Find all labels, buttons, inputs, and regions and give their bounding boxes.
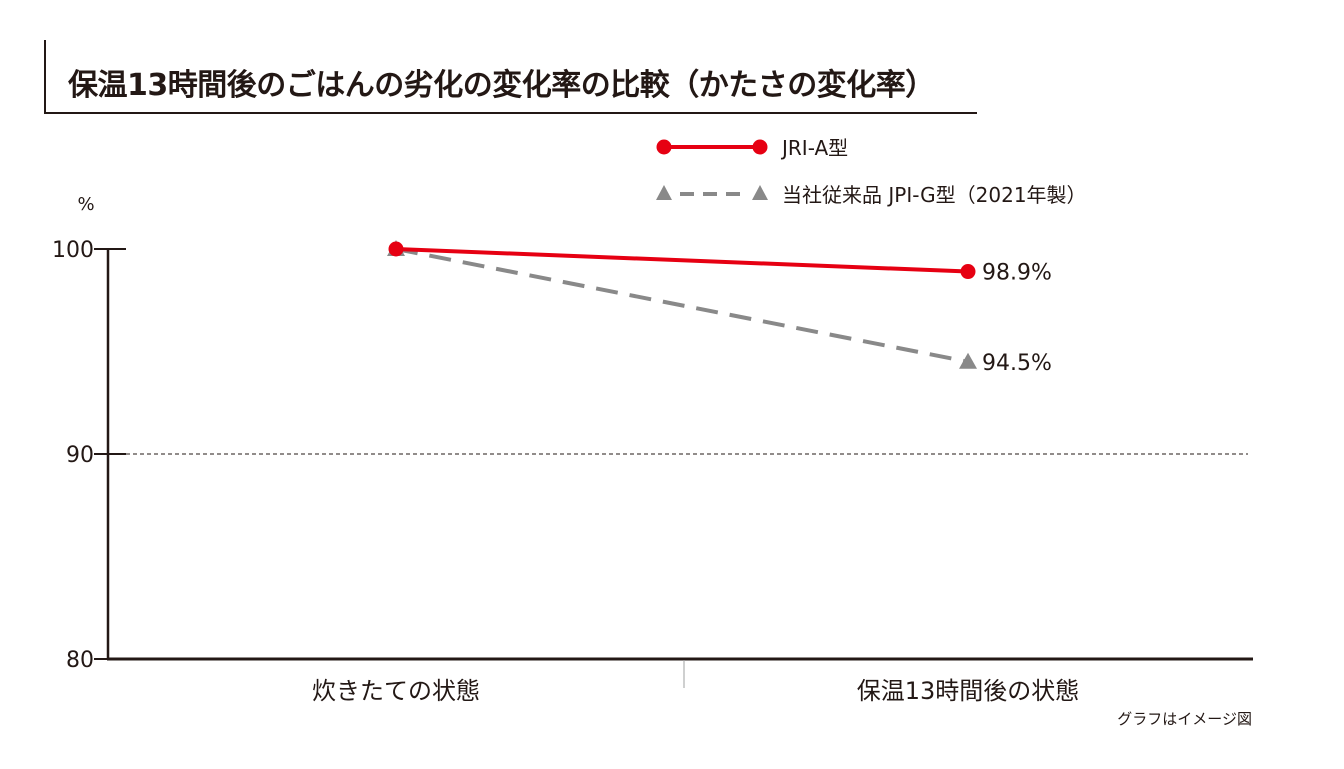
series-line-0 — [395, 247, 969, 274]
data-label-0: 98.9% — [982, 261, 1052, 286]
legend-label-jri: JRI-A型 — [780, 136, 848, 160]
legend-marker-jpi-left — [656, 185, 672, 200]
x-category-label: 保温13時間後の状態 — [857, 677, 1080, 705]
data-point-0 — [960, 264, 976, 280]
legend-marker-jri-left — [656, 139, 672, 155]
legend-marker-jpi-right — [752, 185, 768, 200]
x-category-label: 炊きたての状態 — [312, 677, 480, 705]
y-tick-label: 100 — [52, 238, 94, 263]
y-axis-unit: % — [77, 194, 94, 215]
legend-marker-jri-right — [752, 139, 768, 155]
title-frame: 保温13時間後のごはんの劣化の変化率の比較（かたさの変化率） — [44, 40, 977, 114]
data-point-0 — [388, 241, 404, 257]
data-label-1: 94.5% — [982, 351, 1052, 376]
image-note: グラフはイメージ図 — [1117, 710, 1252, 728]
y-tick-label: 90 — [66, 443, 94, 468]
data-point-1 — [959, 352, 977, 369]
legend-label-jpi: 当社従来品 JPI-G型（2021年製） — [782, 183, 1087, 207]
chart-title: 保温13時間後のごはんの劣化の変化率の比較（かたさの変化率） — [68, 68, 935, 103]
series-line-1 — [395, 247, 969, 364]
legend: JRI-A型 当社従来品 JPI-G型（2021年製） — [656, 136, 1087, 207]
y-tick-label: 80 — [66, 648, 94, 673]
